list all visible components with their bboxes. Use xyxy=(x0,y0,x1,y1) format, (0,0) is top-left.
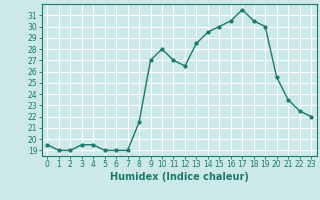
X-axis label: Humidex (Indice chaleur): Humidex (Indice chaleur) xyxy=(110,172,249,182)
